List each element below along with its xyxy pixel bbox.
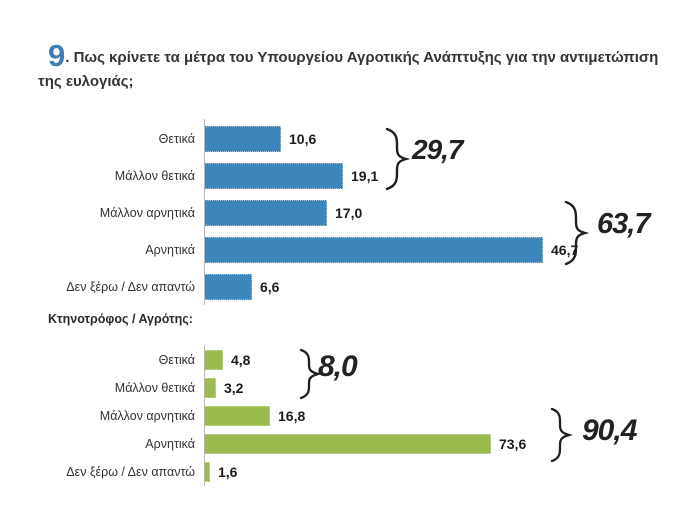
bar-row: Δεν ξέρω / Δεν απαντώ 1,6: [38, 458, 526, 486]
bar-thetika: [204, 350, 223, 370]
bar-row: Μάλλον θετικά 3,2: [38, 374, 526, 402]
brace-icon: [384, 126, 410, 192]
category-label: Θετικά: [158, 131, 195, 146]
chart-total-axis-line: [204, 119, 205, 305]
bar-row: Δεν ξέρω / Δεν απαντώ 6,6: [38, 268, 578, 305]
value-label: 19,1: [351, 167, 379, 184]
question-number: 9: [48, 38, 66, 73]
group-sum-negative-farmers: 90,4: [582, 414, 637, 447]
bar-mallon-thetika: [204, 378, 216, 398]
farmers-group-title: Κτηνοτρόφος / Αγρότης:: [48, 312, 193, 326]
bar-mallon-arnitika: [204, 199, 327, 226]
chart-total: Θετικά 10,6 Μάλλον θετικά 19,1 Μάλλον αρ…: [38, 120, 578, 305]
category-label: Αρνητικά: [145, 242, 195, 257]
bar-arnitika: [204, 434, 491, 454]
category-label: Αρνητικά: [145, 437, 195, 451]
group-sum-negative-total: 63,7: [597, 208, 650, 240]
question-text: . Πως κρίνετε τα μέτρα του Υπουργείου Αγ…: [38, 49, 659, 90]
brace-icon: [549, 406, 573, 464]
category-label: Θετικά: [158, 353, 195, 367]
chart-farmers-axis-line: [204, 345, 205, 486]
value-label: 17,0: [335, 204, 363, 221]
category-label: Μάλλον θετικά: [114, 168, 195, 183]
value-label: 6,6: [260, 278, 280, 295]
value-label: 73,6: [499, 436, 527, 452]
value-label: 10,6: [289, 130, 317, 147]
bar-mallon-arnitika: [204, 406, 270, 426]
page-title: 9. Πως κρίνετε τα μέτρα του Υπουργείου Α…: [38, 40, 666, 93]
bar-row: Θετικά 4,8: [38, 346, 526, 374]
category-label: Δεν ξέρω / Δεν απαντώ: [66, 465, 195, 479]
chart-farmers: Θετικά 4,8 Μάλλον θετικά 3,2 Μάλλον αρνη…: [38, 346, 526, 486]
value-label: 3,2: [224, 380, 244, 396]
bar-row: Αρνητικά 73,6: [38, 430, 526, 458]
bar-row: Μάλλον θετικά 19,1: [38, 157, 578, 194]
category-label: Μάλλον αρνητικά: [99, 205, 195, 220]
category-label: Μάλλον αρνητικά: [99, 409, 195, 423]
bar-den-xero: [204, 273, 252, 300]
bar-row: Αρνητικά 46,7: [38, 231, 578, 268]
value-label: 46,7: [551, 241, 579, 258]
value-label: 4,8: [231, 352, 251, 368]
bar-arnitika: [204, 236, 543, 263]
bar-row: Μάλλον αρνητικά 17,0: [38, 194, 578, 231]
bar-row: Θετικά 10,6: [38, 120, 578, 157]
category-label: Δεν ξέρω / Δεν απαντώ: [66, 279, 195, 294]
bar-thetika: [204, 125, 281, 152]
brace-icon: [563, 199, 589, 267]
group-sum-positive-farmers: 8,0: [318, 350, 358, 383]
bar-row: Μάλλον αρνητικά 16,8: [38, 402, 526, 430]
group-sum-positive-total: 29,7: [412, 134, 463, 165]
value-label: 1,6: [218, 464, 238, 480]
brace-icon: [298, 347, 322, 401]
bar-mallon-thetika: [204, 162, 343, 189]
value-label: 16,8: [278, 408, 306, 424]
category-label: Μάλλον θετικά: [114, 381, 195, 395]
